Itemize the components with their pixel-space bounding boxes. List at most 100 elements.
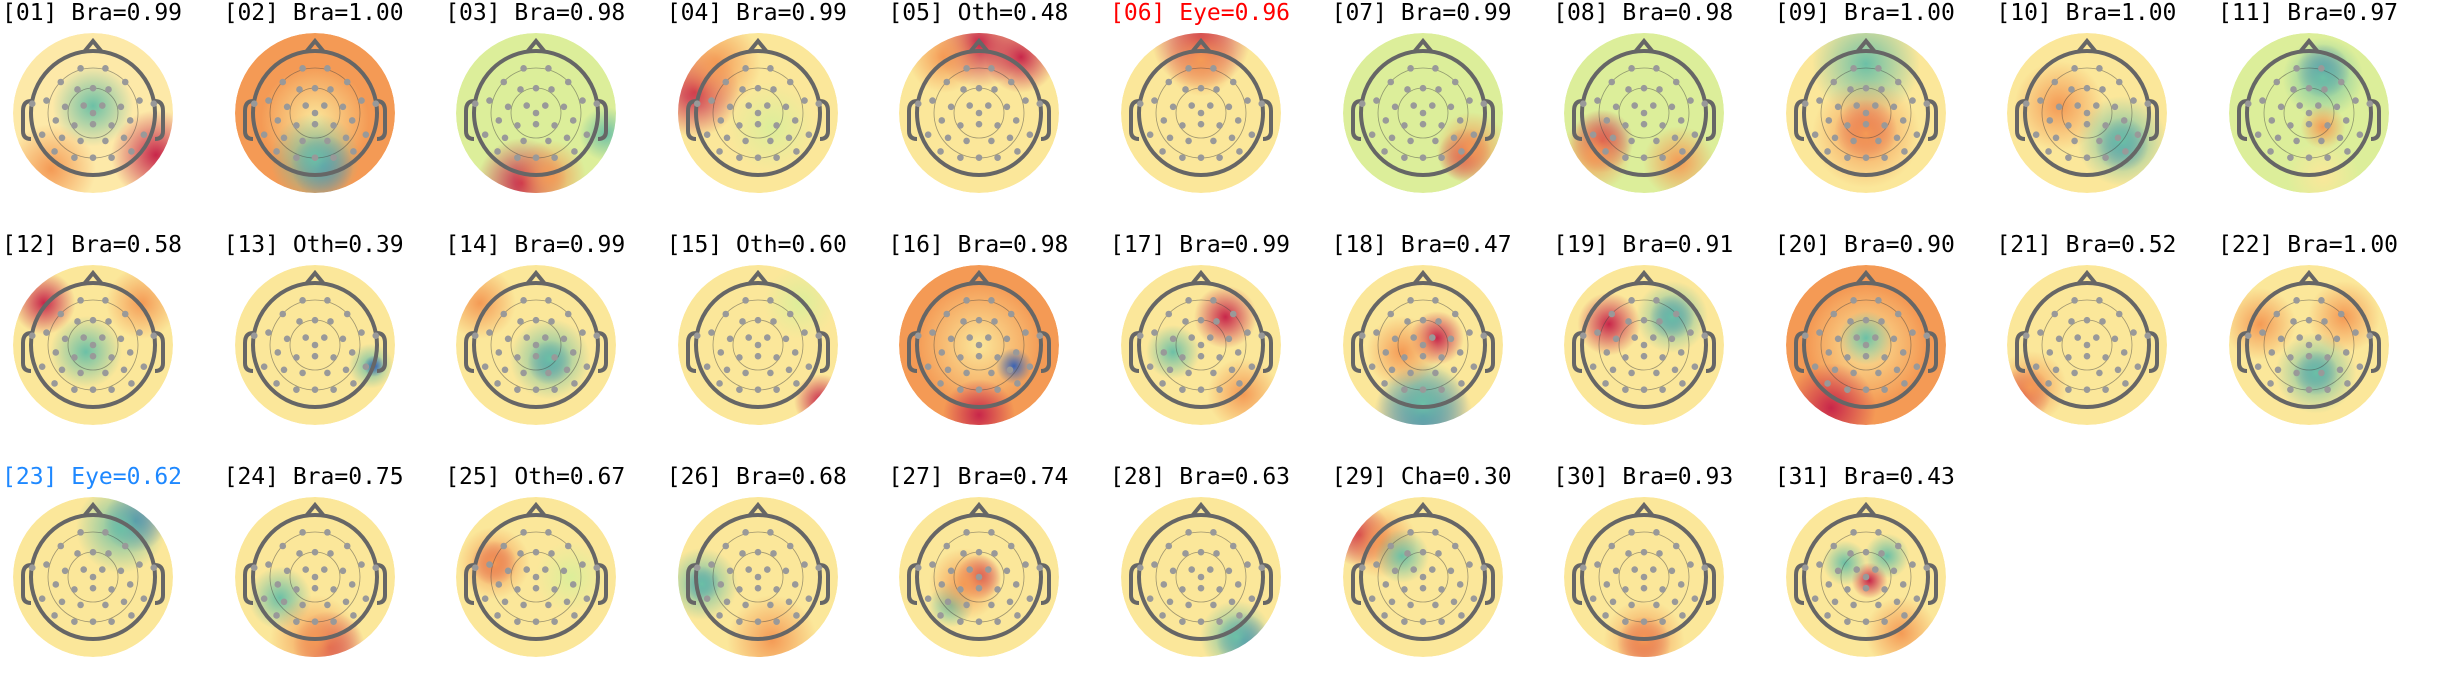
head-outline <box>1350 501 1495 641</box>
component-16: [16] Bra=0.98 <box>886 232 1108 457</box>
component-label: [27] Bra=0.74 <box>888 464 1069 490</box>
head-outline <box>1572 37 1717 177</box>
head-outline <box>21 37 165 177</box>
electrodes <box>1580 297 1709 393</box>
head-outline <box>907 501 1052 641</box>
component-label: [28] Bra=0.63 <box>1110 464 1291 490</box>
electrodes <box>472 297 601 393</box>
electrodes <box>915 297 1044 393</box>
component-label: [06] Eye=0.96 <box>1110 0 1291 26</box>
electrodes <box>2244 297 2374 393</box>
component-1: [01] Bra=0.99 <box>0 0 222 225</box>
electrodes <box>915 529 1044 625</box>
component-14: [14] Bra=0.99 <box>443 232 665 457</box>
component-label: [13] Oth=0.39 <box>223 232 404 258</box>
component-label: [17] Bra=0.99 <box>1110 232 1291 258</box>
electrodes <box>2023 297 2152 393</box>
head-outline <box>907 269 1052 409</box>
component-8: [08] Bra=0.98 <box>1551 0 1773 225</box>
component-label: [25] Oth=0.67 <box>445 464 626 490</box>
topomap <box>899 33 1060 193</box>
head-outline <box>907 37 1052 177</box>
head-outline <box>464 501 609 641</box>
topomap <box>13 265 173 425</box>
head-outline <box>1129 269 1273 409</box>
topomap <box>677 33 838 193</box>
topomap <box>456 265 617 425</box>
component-21: [21] Bra=0.52 <box>1994 232 2216 457</box>
component-31: [31] Bra=0.43 <box>1773 464 1995 689</box>
component-13: [13] Oth=0.39 <box>222 232 444 457</box>
electrodes <box>1358 529 1487 625</box>
electrodes <box>1580 529 1709 625</box>
component-label: [07] Bra=0.99 <box>1331 0 1512 26</box>
electrodes <box>250 529 379 625</box>
component-20: [20] Bra=0.90 <box>1773 232 1995 457</box>
component-30: [30] Bra=0.93 <box>1551 464 1773 689</box>
component-label: [08] Bra=0.98 <box>1553 0 1734 26</box>
component-label: [19] Bra=0.91 <box>1553 232 1734 258</box>
component-label: [11] Bra=0.97 <box>2218 0 2399 26</box>
topomap <box>1342 265 1503 425</box>
component-label: [18] Bra=0.47 <box>1331 232 1512 258</box>
electrodes <box>28 529 158 625</box>
component-15: [15] Oth=0.60 <box>665 232 887 457</box>
head-outline <box>21 269 165 409</box>
component-label: [04] Bra=0.99 <box>666 0 847 26</box>
head-outline <box>464 37 609 177</box>
electrodes <box>250 297 379 393</box>
topomap <box>1564 265 1725 425</box>
head-outline <box>464 269 609 409</box>
head-outline <box>242 269 387 409</box>
electrodes <box>693 529 822 625</box>
component-label: [09] Bra=1.00 <box>1774 0 1955 26</box>
electrodes <box>1136 529 1266 625</box>
component-11: [11] Bra=0.97 <box>2216 0 2438 225</box>
topomap <box>234 265 395 425</box>
electrodes <box>1580 65 1709 161</box>
head-outline <box>1793 501 1938 641</box>
head-outline <box>1793 37 1938 177</box>
component-25: [25] Oth=0.67 <box>443 464 665 689</box>
electrodes <box>1136 65 1266 161</box>
component-label: [20] Bra=0.90 <box>1774 232 1955 258</box>
component-27: [27] Bra=0.74 <box>886 464 1108 689</box>
component-17: [17] Bra=0.99 <box>1108 232 1330 457</box>
component-label: [12] Bra=0.58 <box>2 232 183 258</box>
head-outline <box>1572 501 1717 641</box>
electrodes <box>1801 529 1930 625</box>
component-label: [05] Oth=0.48 <box>888 0 1069 26</box>
head-outline <box>1350 37 1495 177</box>
electrodes <box>472 65 601 161</box>
head-outline <box>1129 37 1273 177</box>
head-outline <box>2015 37 2160 177</box>
head-outline <box>685 269 830 409</box>
electrodes <box>1358 297 1487 393</box>
component-18: [18] Bra=0.47 <box>1330 232 1552 457</box>
electrodes <box>28 65 158 161</box>
topomap <box>2229 33 2389 193</box>
component-label: [30] Bra=0.93 <box>1553 464 1734 490</box>
electrodes <box>28 297 158 393</box>
electrodes <box>472 529 601 625</box>
electrodes <box>1136 297 1266 393</box>
component-28: [28] Bra=0.63 <box>1108 464 1330 689</box>
topomap <box>456 497 617 657</box>
component-6: [06] Eye=0.96 <box>1108 0 1330 225</box>
component-label: [24] Bra=0.75 <box>223 464 404 490</box>
topomap <box>1121 265 1281 425</box>
topomap <box>1785 33 1946 193</box>
topomap <box>677 497 838 657</box>
topomap <box>2229 265 2389 425</box>
topomap <box>677 265 838 425</box>
head-outline <box>2237 37 2381 177</box>
electrodes <box>693 65 822 161</box>
head-outline <box>1793 269 1938 409</box>
head-outline <box>685 37 830 177</box>
electrodes <box>1801 65 1930 161</box>
component-19: [19] Bra=0.91 <box>1551 232 1773 457</box>
electrodes <box>1801 297 1930 393</box>
component-label: [29] Cha=0.30 <box>1331 464 1512 490</box>
topomap <box>2007 265 2168 425</box>
topomap <box>1785 265 1946 425</box>
